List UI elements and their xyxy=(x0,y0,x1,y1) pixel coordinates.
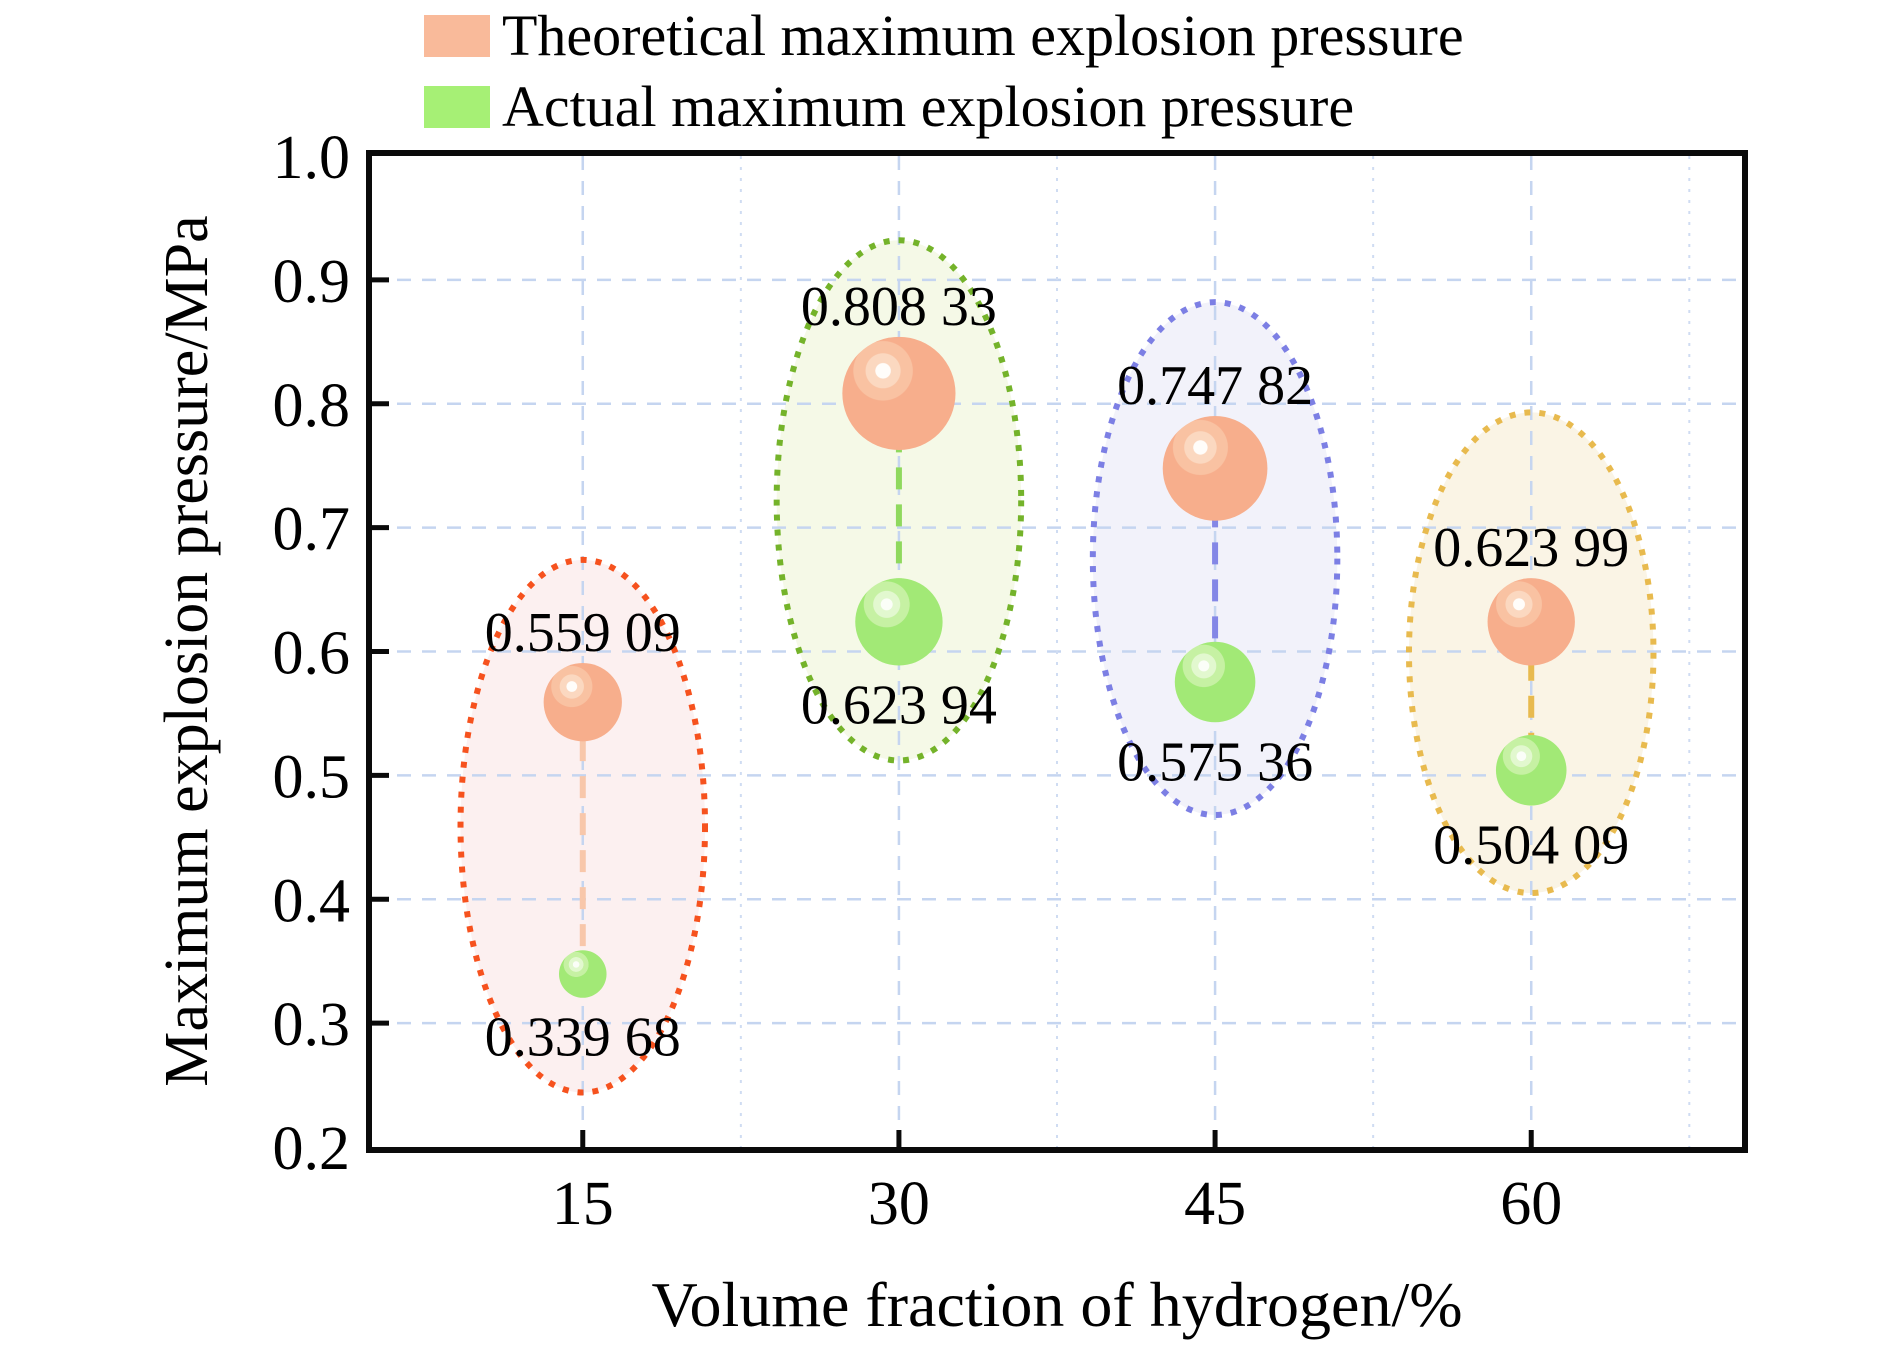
bubble-theoretical-15 xyxy=(543,663,622,742)
legend-label-actual: Actual maximum explosion pressure xyxy=(502,73,1355,139)
y-tick-label-0.5: 0.5 xyxy=(273,743,351,811)
value-label-theoretical-60: 0.623 99 xyxy=(1433,517,1629,579)
value-label-theoretical-45: 0.747 82 xyxy=(1117,355,1313,417)
group-ellipse-fill-30 xyxy=(776,240,1022,761)
x-tick-label-60: 60 xyxy=(1500,1170,1562,1238)
y-axis-title: Maximum explosion pressure/MPa xyxy=(153,215,221,1087)
y-tick-label-1.0: 1.0 xyxy=(273,124,351,192)
y-tick-label-0.7: 0.7 xyxy=(273,496,351,564)
x-axis-title: Volume fraction of hydrogen/% xyxy=(651,1269,1463,1340)
value-label-actual-15: 0.339 68 xyxy=(485,1007,681,1069)
group-ellipse-border-15 xyxy=(457,556,709,1096)
bubble-actual-45 xyxy=(1174,641,1256,723)
y-tick-label-0.9: 0.9 xyxy=(273,248,351,316)
legend-swatch-actual-icon xyxy=(424,85,490,128)
bubble-actual-60 xyxy=(1495,735,1567,806)
legend-item-theoretical: Theoretical maximum explosion pressure xyxy=(424,0,1464,71)
bubble-theoretical-60 xyxy=(1487,578,1575,666)
value-label-actual-45: 0.575 36 xyxy=(1117,731,1313,793)
legend-swatch-theoretical-icon xyxy=(424,14,490,57)
x-tick-label-15: 15 xyxy=(552,1170,614,1238)
group-ellipse-border-45 xyxy=(1089,299,1341,819)
x-tick-label-30: 30 xyxy=(868,1170,930,1238)
legend: Theoretical maximum explosion pressure A… xyxy=(424,0,1464,142)
value-label-theoretical-30: 0.808 33 xyxy=(801,276,997,338)
y-tick-label-0.3: 0.3 xyxy=(273,991,351,1059)
y-tick-label-0.8: 0.8 xyxy=(273,372,351,440)
plot-border xyxy=(366,150,1748,1153)
y-tick-label-0.4: 0.4 xyxy=(273,867,351,935)
value-label-actual-60: 0.504 09 xyxy=(1433,815,1629,877)
bubble-theoretical-45 xyxy=(1162,416,1268,521)
bubble-actual-30 xyxy=(855,578,943,666)
legend-item-actual: Actual maximum explosion pressure xyxy=(424,71,1464,142)
value-label-actual-30: 0.623 94 xyxy=(801,675,997,737)
y-tick-label-0.6: 0.6 xyxy=(273,620,351,688)
x-tick-label-45: 45 xyxy=(1184,1170,1246,1238)
value-label-theoretical-15: 0.559 09 xyxy=(485,602,681,664)
group-ellipse-border-30 xyxy=(773,237,1025,764)
bubble-theoretical-30 xyxy=(842,336,956,451)
bubble-actual-15 xyxy=(558,950,607,998)
y-tick-label-0.2: 0.2 xyxy=(273,1115,351,1183)
legend-label-theoretical: Theoretical maximum explosion pressure xyxy=(502,2,1464,68)
